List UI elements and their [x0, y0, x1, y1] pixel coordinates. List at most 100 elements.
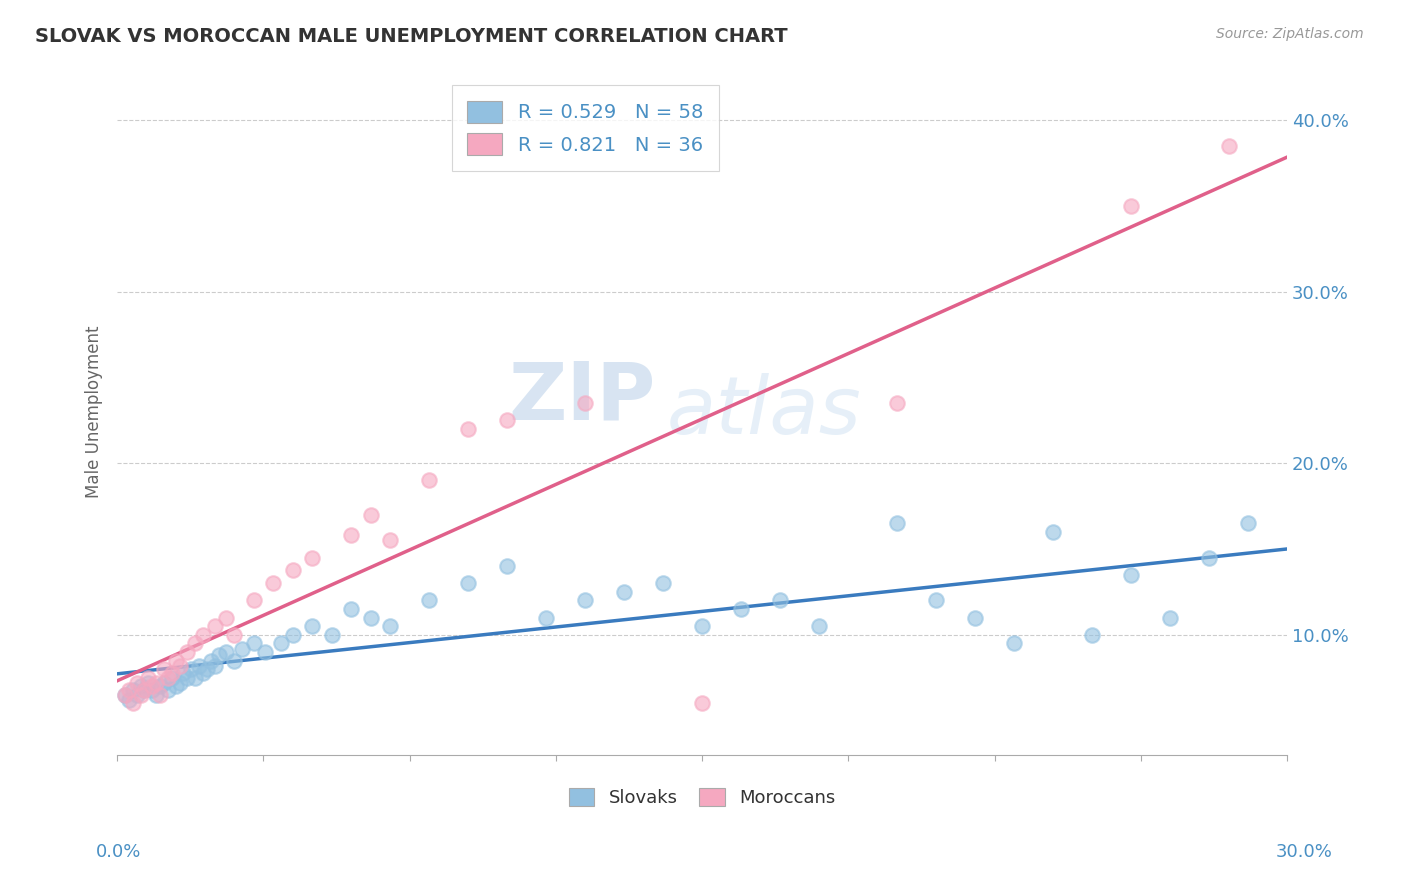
Point	[378, 619, 401, 633]
Point	[281, 628, 304, 642]
Text: SLOVAK VS MOROCCAN MALE UNEMPLOYMENT CORRELATION CHART: SLOVAK VS MOROCCAN MALE UNEMPLOYMENT COR…	[35, 27, 787, 45]
Point	[191, 628, 214, 642]
Point	[153, 662, 176, 676]
Point	[231, 641, 253, 656]
Point	[1119, 567, 1142, 582]
Text: ZIP: ZIP	[508, 359, 655, 437]
Point	[496, 559, 519, 574]
Point	[145, 688, 167, 702]
Point	[184, 671, 207, 685]
Point	[188, 658, 211, 673]
Point	[172, 665, 194, 680]
Point	[1218, 138, 1240, 153]
Point	[141, 682, 163, 697]
Point	[340, 602, 363, 616]
Point	[145, 676, 167, 690]
Point	[340, 528, 363, 542]
Point	[1159, 610, 1181, 624]
Point	[125, 688, 148, 702]
Point	[965, 610, 987, 624]
Point	[613, 585, 636, 599]
Point	[118, 693, 141, 707]
Point	[652, 576, 675, 591]
Point	[301, 550, 323, 565]
Point	[808, 619, 831, 633]
Point	[149, 679, 172, 693]
Point	[886, 396, 908, 410]
Point	[1198, 550, 1220, 565]
Point	[1237, 516, 1260, 531]
Point	[360, 508, 382, 522]
Point	[457, 576, 479, 591]
Point	[207, 648, 229, 663]
Point	[574, 593, 596, 607]
Point	[378, 533, 401, 548]
Point	[418, 593, 440, 607]
Point	[149, 688, 172, 702]
Point	[534, 610, 557, 624]
Point	[215, 610, 238, 624]
Point	[156, 682, 179, 697]
Point	[129, 679, 152, 693]
Point	[114, 688, 136, 702]
Text: 30.0%: 30.0%	[1277, 843, 1333, 861]
Point	[574, 396, 596, 410]
Point	[165, 679, 187, 693]
Point	[134, 682, 156, 697]
Point	[176, 645, 198, 659]
Point	[184, 636, 207, 650]
Point	[118, 682, 141, 697]
Point	[160, 671, 183, 685]
Point	[769, 593, 792, 607]
Point	[690, 697, 713, 711]
Point	[496, 413, 519, 427]
Point	[1042, 524, 1064, 539]
Point	[301, 619, 323, 633]
Point	[418, 474, 440, 488]
Point	[224, 654, 246, 668]
Point	[886, 516, 908, 531]
Point	[730, 602, 752, 616]
Point	[242, 593, 264, 607]
Point	[360, 610, 382, 624]
Point	[200, 654, 222, 668]
Point	[1119, 199, 1142, 213]
Point	[165, 654, 187, 668]
Point	[242, 636, 264, 650]
Point	[215, 645, 238, 659]
Point	[180, 662, 202, 676]
Point	[129, 688, 152, 702]
Point	[153, 676, 176, 690]
Point	[690, 619, 713, 633]
Point	[281, 563, 304, 577]
Point	[457, 422, 479, 436]
Legend: Slovaks, Moroccans: Slovaks, Moroccans	[562, 780, 842, 814]
Point	[134, 682, 156, 697]
Point	[156, 671, 179, 685]
Point	[114, 688, 136, 702]
Point	[191, 665, 214, 680]
Point	[169, 658, 191, 673]
Point	[160, 665, 183, 680]
Point	[224, 628, 246, 642]
Point	[321, 628, 343, 642]
Point	[1081, 628, 1104, 642]
Point	[125, 676, 148, 690]
Point	[121, 682, 143, 697]
Point	[925, 593, 948, 607]
Point	[138, 671, 160, 685]
Y-axis label: Male Unemployment: Male Unemployment	[86, 326, 103, 498]
Point	[169, 676, 191, 690]
Point	[176, 671, 198, 685]
Point	[1002, 636, 1025, 650]
Point	[204, 619, 226, 633]
Point	[270, 636, 292, 650]
Text: 0.0%: 0.0%	[96, 843, 141, 861]
Text: atlas: atlas	[666, 373, 862, 450]
Point	[262, 576, 284, 591]
Text: Source: ZipAtlas.com: Source: ZipAtlas.com	[1216, 27, 1364, 41]
Point	[121, 697, 143, 711]
Point	[204, 658, 226, 673]
Point	[254, 645, 277, 659]
Point	[195, 662, 218, 676]
